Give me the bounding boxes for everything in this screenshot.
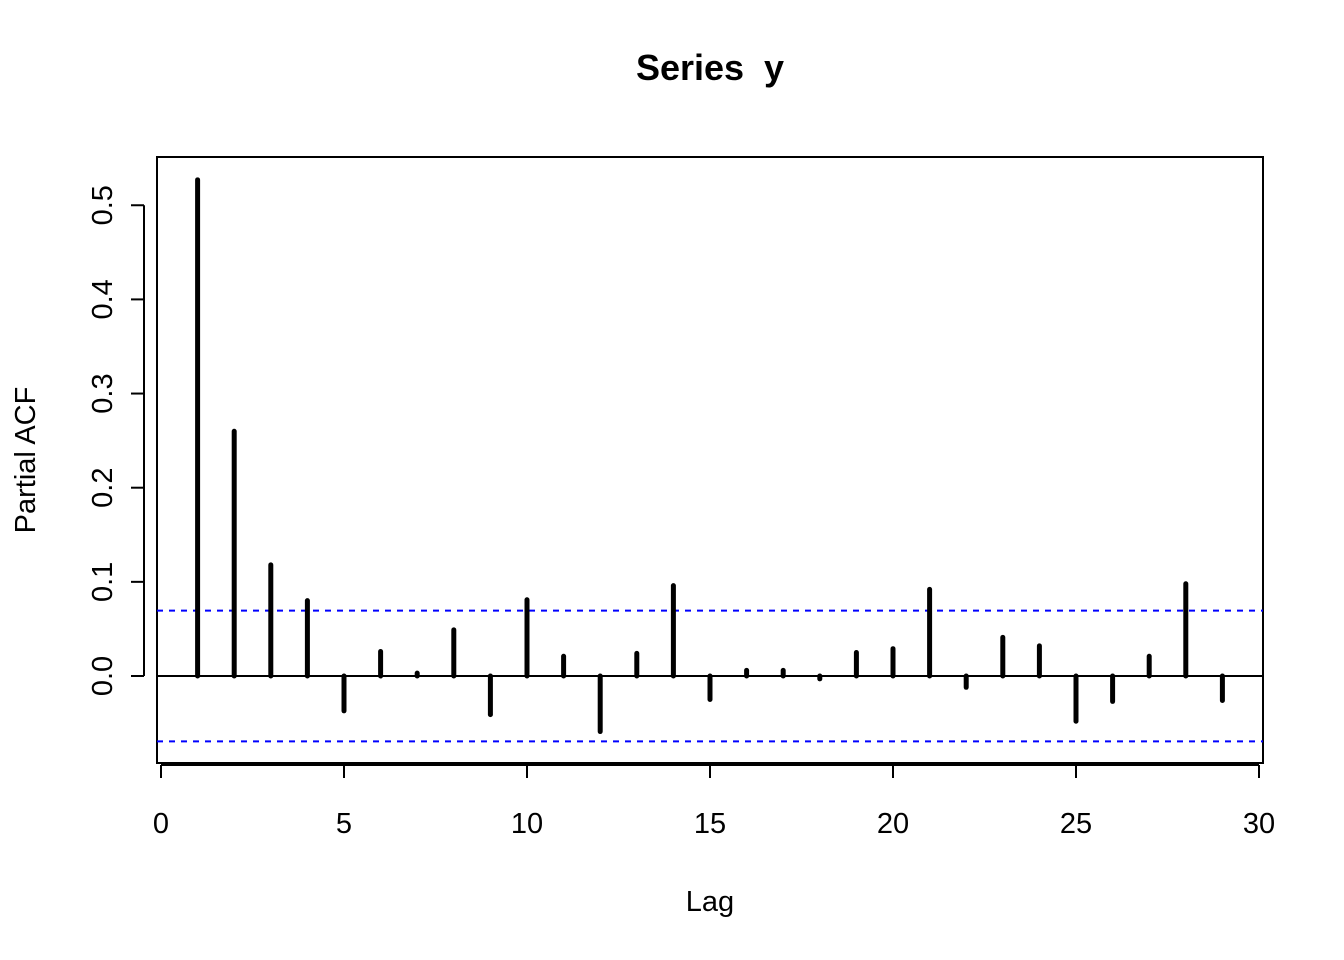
x-tick-label: 10 <box>511 808 543 840</box>
y-tick-label: 0.1 <box>87 562 119 602</box>
plot-frame <box>156 156 1264 764</box>
x-axis: 0 5 10 15 20 25 30 <box>153 764 1275 840</box>
plot-area <box>157 177 1263 743</box>
y-axis: 0.0 0.1 0.2 0.3 0.4 0.5 <box>87 185 145 696</box>
x-tick-label: 25 <box>1060 808 1092 840</box>
y-tick-label: 0.0 <box>87 656 119 696</box>
y-tick-label: 0.4 <box>87 279 119 319</box>
x-tick-label: 0 <box>153 808 169 840</box>
x-tick-label: 20 <box>877 808 909 840</box>
chart-title: Series y <box>636 47 784 88</box>
y-axis-label: Partial ACF <box>10 387 42 534</box>
y-tick-label: 0.5 <box>87 185 119 225</box>
x-tick-label: 30 <box>1243 808 1275 840</box>
x-tick-label: 5 <box>336 808 352 840</box>
x-axis-label: Lag <box>686 886 734 918</box>
x-tick-label: 15 <box>694 808 726 840</box>
y-tick-label: 0.2 <box>87 468 119 508</box>
y-tick-label: 0.3 <box>87 373 119 413</box>
